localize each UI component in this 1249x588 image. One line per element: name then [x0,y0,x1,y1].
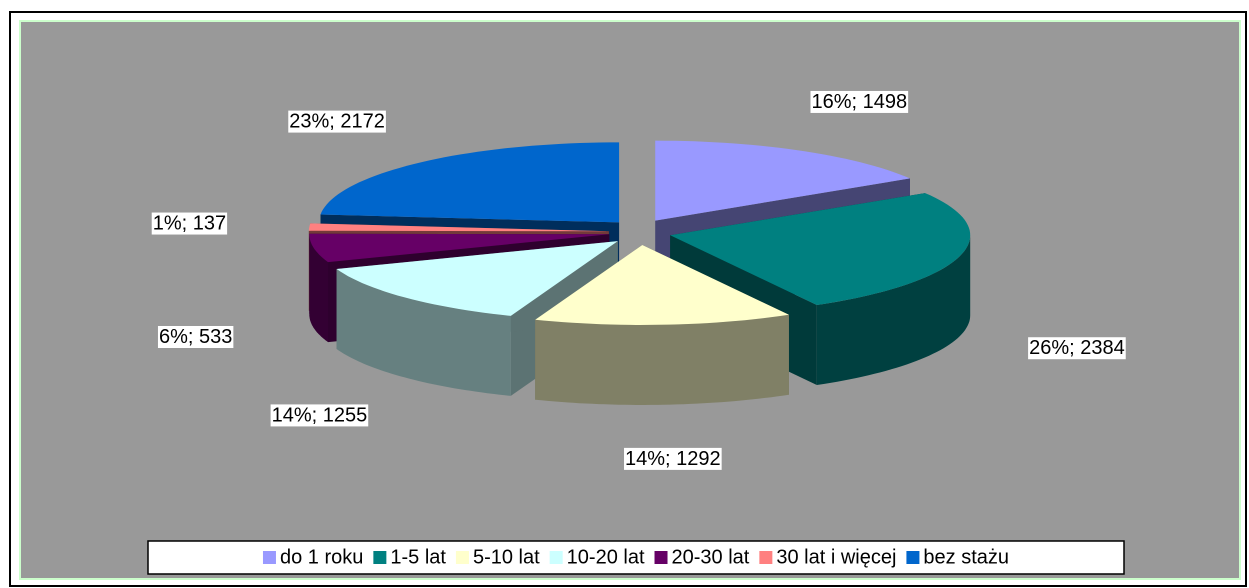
slice [336,241,618,396]
slice [308,223,609,232]
slice [535,245,789,405]
data-label-bg [810,90,909,113]
slice [535,245,789,325]
slice [336,241,618,316]
slice [320,142,620,223]
slice-wall [309,234,328,343]
data-label-bg [270,404,369,427]
data-label: 16%; 1498 [812,91,908,113]
legend-label: 10-20 lat [567,546,645,568]
legend-swatch [373,551,387,564]
data-label: 6%; 533 [159,326,232,348]
legend-label: do 1 roku [280,546,363,568]
data-label: 14%; 1292 [625,448,721,470]
data-label-bg [1028,337,1126,360]
data-label: 26%; 2384 [1029,337,1125,359]
slice [655,140,910,221]
data-label-bg [288,110,386,133]
legend-swatch [654,551,668,564]
legend-label: 1-5 lat [390,546,446,568]
slice-wall [816,235,971,385]
data-labels: 16%; 1498 26%; 2384 14%; 1292 14%; 1255 6%; … [151,90,1126,470]
legend-label: bez stażu [923,546,1009,568]
legend-swatch [759,551,773,564]
data-label-bg [151,212,228,235]
legend-items: do 1 roku 1-5 lat 5-10 lat 10-20 lat 20-30 l… [262,546,1009,568]
data-label: 1%; 137 [153,213,226,235]
slice-wall [535,314,789,405]
slice-wall [336,269,511,396]
legend-label: 5-10 lat [473,546,540,568]
legend-swatch [455,551,469,564]
legend-swatch [906,551,920,564]
legend [147,540,1125,575]
slice [670,193,971,305]
data-label: 23%; 2172 [289,111,385,133]
data-label-bg [157,326,234,349]
data-label-bg [624,447,722,470]
legend-label: 30 lat i więcej [776,546,896,568]
pie [308,140,971,405]
slice [309,233,610,263]
data-label: 14%; 1255 [272,404,368,426]
legend-swatch [549,551,563,564]
legend-swatch [262,551,276,564]
legend-label: 20-30 lat [672,546,750,568]
